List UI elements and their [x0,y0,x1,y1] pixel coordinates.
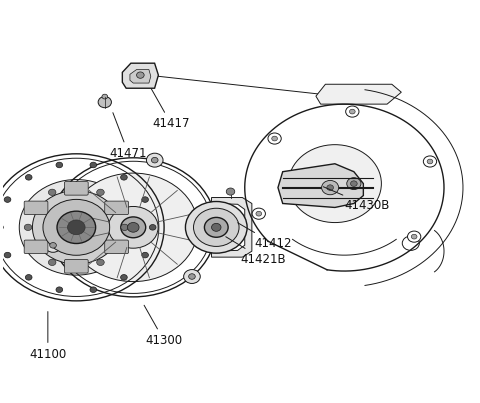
Circle shape [272,136,277,141]
Circle shape [184,270,200,283]
Circle shape [0,224,3,230]
Polygon shape [130,70,151,83]
Circle shape [347,178,361,189]
Text: 41417: 41417 [151,89,190,131]
Circle shape [121,217,146,238]
Polygon shape [278,164,363,208]
Circle shape [142,252,148,258]
Polygon shape [316,84,401,104]
Circle shape [423,156,437,167]
FancyBboxPatch shape [24,201,48,215]
Circle shape [327,185,334,190]
Circle shape [4,197,11,202]
Circle shape [90,162,96,168]
Text: 41471: 41471 [110,113,147,160]
Text: 41100: 41100 [29,312,66,361]
Circle shape [56,287,63,293]
Circle shape [56,162,63,168]
Circle shape [45,239,61,252]
Circle shape [189,274,195,279]
Circle shape [96,259,104,266]
Text: 41430B: 41430B [323,187,390,212]
Circle shape [120,174,127,180]
Circle shape [288,145,382,222]
Circle shape [24,224,32,231]
Circle shape [256,211,262,216]
Circle shape [193,208,239,246]
Circle shape [127,222,139,232]
Polygon shape [122,63,158,88]
Circle shape [151,157,158,163]
Circle shape [402,236,420,250]
Text: 41300: 41300 [144,305,183,347]
Circle shape [108,206,158,248]
Circle shape [268,133,281,144]
Circle shape [149,224,156,230]
FancyBboxPatch shape [64,260,88,273]
Text: 41421B: 41421B [226,237,286,266]
FancyBboxPatch shape [105,201,129,215]
Circle shape [350,181,357,187]
Circle shape [68,220,85,235]
Circle shape [322,181,339,195]
Circle shape [69,173,198,282]
Circle shape [146,153,163,167]
FancyBboxPatch shape [105,240,129,253]
Circle shape [212,223,221,231]
Polygon shape [245,104,444,271]
Circle shape [57,211,96,243]
Circle shape [25,174,32,180]
Circle shape [185,202,247,253]
Circle shape [252,208,265,219]
Circle shape [19,180,133,275]
Circle shape [48,259,56,266]
Circle shape [102,94,108,99]
Circle shape [0,154,164,301]
Circle shape [411,234,417,239]
Text: 41412: 41412 [238,223,292,250]
Circle shape [4,252,11,258]
Circle shape [121,224,128,231]
Circle shape [137,72,144,78]
Circle shape [33,191,120,264]
Circle shape [25,274,32,280]
FancyBboxPatch shape [64,182,88,195]
Circle shape [349,109,355,114]
Circle shape [204,217,228,237]
Circle shape [50,158,216,297]
Circle shape [50,243,56,248]
Circle shape [346,106,359,117]
Circle shape [90,287,96,293]
Circle shape [43,199,109,255]
Circle shape [226,188,235,195]
Circle shape [120,274,127,280]
FancyBboxPatch shape [24,240,48,253]
Circle shape [142,197,148,202]
Circle shape [48,189,56,195]
Polygon shape [212,197,252,257]
Circle shape [96,189,104,195]
Circle shape [427,159,433,164]
Circle shape [98,97,111,108]
Circle shape [408,231,421,242]
